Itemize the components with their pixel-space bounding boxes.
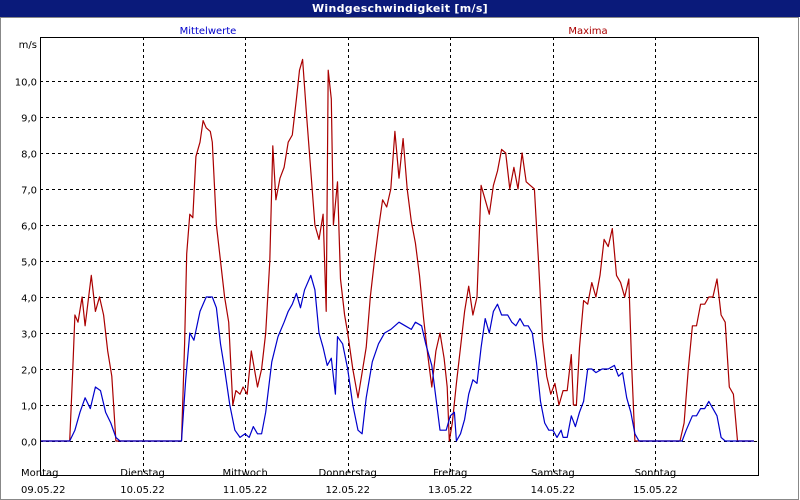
plot-frame (40, 37, 759, 476)
y-tick-label: 7,0 (21, 186, 37, 197)
day-date-label: 11.05.22 (223, 485, 268, 496)
y-tick-label: 9,0 (21, 114, 37, 125)
legend-mean: Mittelwerte (180, 26, 237, 37)
day-weekday-label: Dienstag (120, 468, 165, 479)
day-date-label: 14.05.22 (531, 485, 576, 496)
day-weekday-label: Sonntag (635, 468, 677, 479)
day-weekday-label: Donnerstag (319, 468, 377, 479)
y-tick-label: 5,0 (21, 258, 37, 269)
day-date-label: 13.05.22 (428, 485, 473, 496)
legend-max: Maxima (568, 26, 607, 37)
y-tick-label: 1,0 (21, 402, 37, 413)
grid (40, 37, 758, 475)
y-tick-label: 4,0 (21, 294, 37, 305)
day-date-label: 10.05.22 (120, 485, 165, 496)
y-axis-unit: m/s (19, 40, 37, 51)
y-tick-label: 10,0 (15, 78, 37, 89)
series-line-mittelwerte (40, 274, 754, 442)
day-date-label: 15.05.22 (633, 485, 678, 496)
day-date-label: 09.05.22 (21, 485, 66, 496)
series-line-maxima (40, 58, 754, 442)
day-weekday-label: Samstag (531, 468, 575, 479)
window-title: Windgeschwindigkeit [m/s] (0, 0, 800, 17)
series-lines (40, 58, 754, 442)
day-weekday-label: Freitag (433, 468, 467, 479)
y-tick-label: 8,0 (21, 150, 37, 161)
y-tick-label: 6,0 (21, 222, 37, 233)
day-date-label: 12.05.22 (325, 485, 370, 496)
day-weekday-label: Montag (21, 468, 58, 479)
y-tick-label: 2,0 (21, 366, 37, 377)
y-tick-label: 3,0 (21, 330, 37, 341)
axis-labels: 0,0 1,0 2,0 3,0 4,0 5,0 6,0 7,0 8,0 9,0 10,0 m/s Mon… (15, 26, 678, 496)
chart-area: 0,0 1,0 2,0 3,0 4,0 5,0 6,0 7,0 8,0 9,0 10,0 m/s Mon… (0, 17, 800, 500)
y-tick-label: 0,0 (21, 438, 37, 449)
day-weekday-label: Mittwoch (222, 468, 267, 479)
